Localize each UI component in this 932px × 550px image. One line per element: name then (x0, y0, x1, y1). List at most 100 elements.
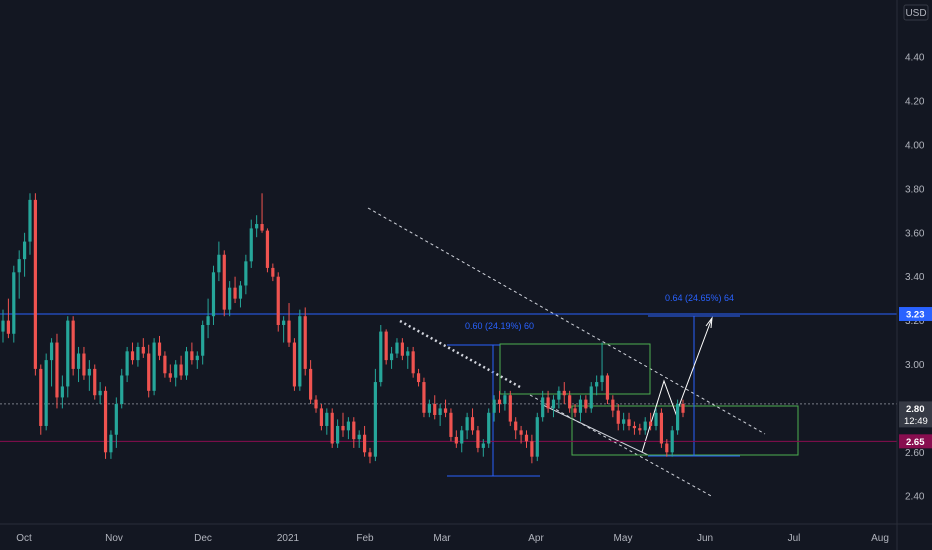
candle-body (681, 404, 685, 413)
candle-body (584, 399, 588, 409)
candle-body (481, 443, 485, 448)
candle-34 (184, 346, 189, 380)
upper-channel-trendline[interactable] (367, 207, 766, 435)
candle-118 (638, 423, 642, 435)
candle-body (632, 425, 637, 429)
candle-body (76, 353, 81, 369)
lower-channel-trendline[interactable] (529, 394, 714, 498)
candle-83 (449, 408, 453, 442)
candle-body (600, 375, 604, 383)
candle-25 (136, 342, 140, 367)
y-tick-label: 4.00 (905, 141, 925, 152)
candle-47 (255, 215, 259, 238)
candle-body (55, 342, 59, 398)
currency-label: USD (905, 8, 926, 19)
candle-body (309, 368, 313, 400)
candle-81 (438, 404, 442, 426)
candle-78 (422, 377, 426, 418)
candle-116 (627, 412, 631, 431)
candle-114 (616, 404, 620, 431)
candle-body (168, 373, 172, 378)
candle-33 (179, 355, 183, 380)
candle-body (551, 399, 556, 409)
y-tick-label: 3.60 (905, 228, 925, 239)
candle-50 (271, 263, 275, 282)
y-tick-label: 2.60 (905, 448, 925, 459)
candle-body (541, 397, 545, 418)
candle-body (411, 351, 415, 374)
candle-19 (103, 386, 108, 459)
candle-104 (562, 382, 566, 405)
candle-79 (427, 399, 431, 418)
horizontal-lines (0, 313, 897, 442)
candle-body (222, 254, 226, 310)
candle-58 (314, 395, 318, 413)
candle-110 (595, 375, 599, 396)
candle-body (114, 404, 118, 435)
candle-body (384, 331, 388, 361)
candle-body (271, 267, 275, 277)
candle-106 (573, 404, 577, 418)
candle-120 (649, 412, 653, 431)
y-tick-label: 3.40 (905, 272, 925, 283)
candle-body (665, 443, 669, 453)
candle-102 (551, 395, 556, 418)
candle-126 (681, 399, 685, 418)
candle-body (605, 375, 610, 400)
badge-background (899, 401, 932, 428)
candle-body (487, 412, 491, 444)
candle-85 (460, 425, 464, 453)
candle-body (1, 320, 5, 332)
candle-body (125, 351, 129, 376)
candle-73 (395, 338, 399, 358)
candle-121 (654, 408, 658, 431)
candle-body (508, 395, 512, 422)
candle-body (98, 390, 102, 396)
mid-trendline[interactable] (542, 404, 649, 456)
y-tick-label: 4.20 (905, 97, 925, 108)
candle-body (503, 395, 507, 405)
price-axis[interactable] (897, 0, 932, 550)
candle-107 (578, 395, 583, 422)
projection-path[interactable] (641, 317, 713, 453)
x-axis-ticks[interactable]: Oct Nov Dec 2021 Feb Mar Apr May Jun Jul Aug (16, 533, 889, 544)
candle-body (622, 419, 626, 424)
candle-0 (1, 309, 5, 343)
candle-body (201, 324, 205, 356)
candle-body (319, 408, 324, 426)
candle-body (82, 353, 86, 376)
candle-64 (346, 417, 350, 440)
candle-22 (120, 368, 124, 409)
candle-body (400, 342, 404, 356)
supply-zone-rectangle[interactable] (499, 343, 651, 395)
projection-arrowhead (705, 316, 713, 329)
candle-body (228, 287, 232, 310)
demand-zone-rectangle[interactable] (571, 405, 799, 456)
candle-body (314, 399, 318, 409)
candle-body (206, 316, 210, 325)
candle-108 (584, 395, 588, 413)
candle-body (244, 261, 248, 286)
candle-119 (643, 417, 647, 435)
candle-body (152, 342, 156, 391)
candle-body (39, 368, 43, 426)
candle-117 (632, 421, 637, 435)
candle-26 (141, 338, 145, 358)
badge-value: 2.80 (906, 404, 925, 415)
candle-15 (82, 346, 86, 380)
candle-body (174, 364, 178, 378)
candle-65 (352, 417, 356, 448)
candle-111 (600, 342, 604, 391)
candle-38 (206, 298, 210, 339)
candle-body (44, 360, 48, 426)
candle-10 (55, 333, 59, 409)
candle-67 (362, 425, 367, 457)
candle-body (589, 386, 593, 409)
candle-21 (114, 397, 118, 448)
currency-button[interactable] (903, 4, 929, 21)
candle-13 (71, 316, 75, 376)
candle-76 (411, 346, 415, 378)
measure-2-label: 0.64 (24.65%) 64 (665, 293, 734, 303)
candle-101 (546, 390, 550, 413)
